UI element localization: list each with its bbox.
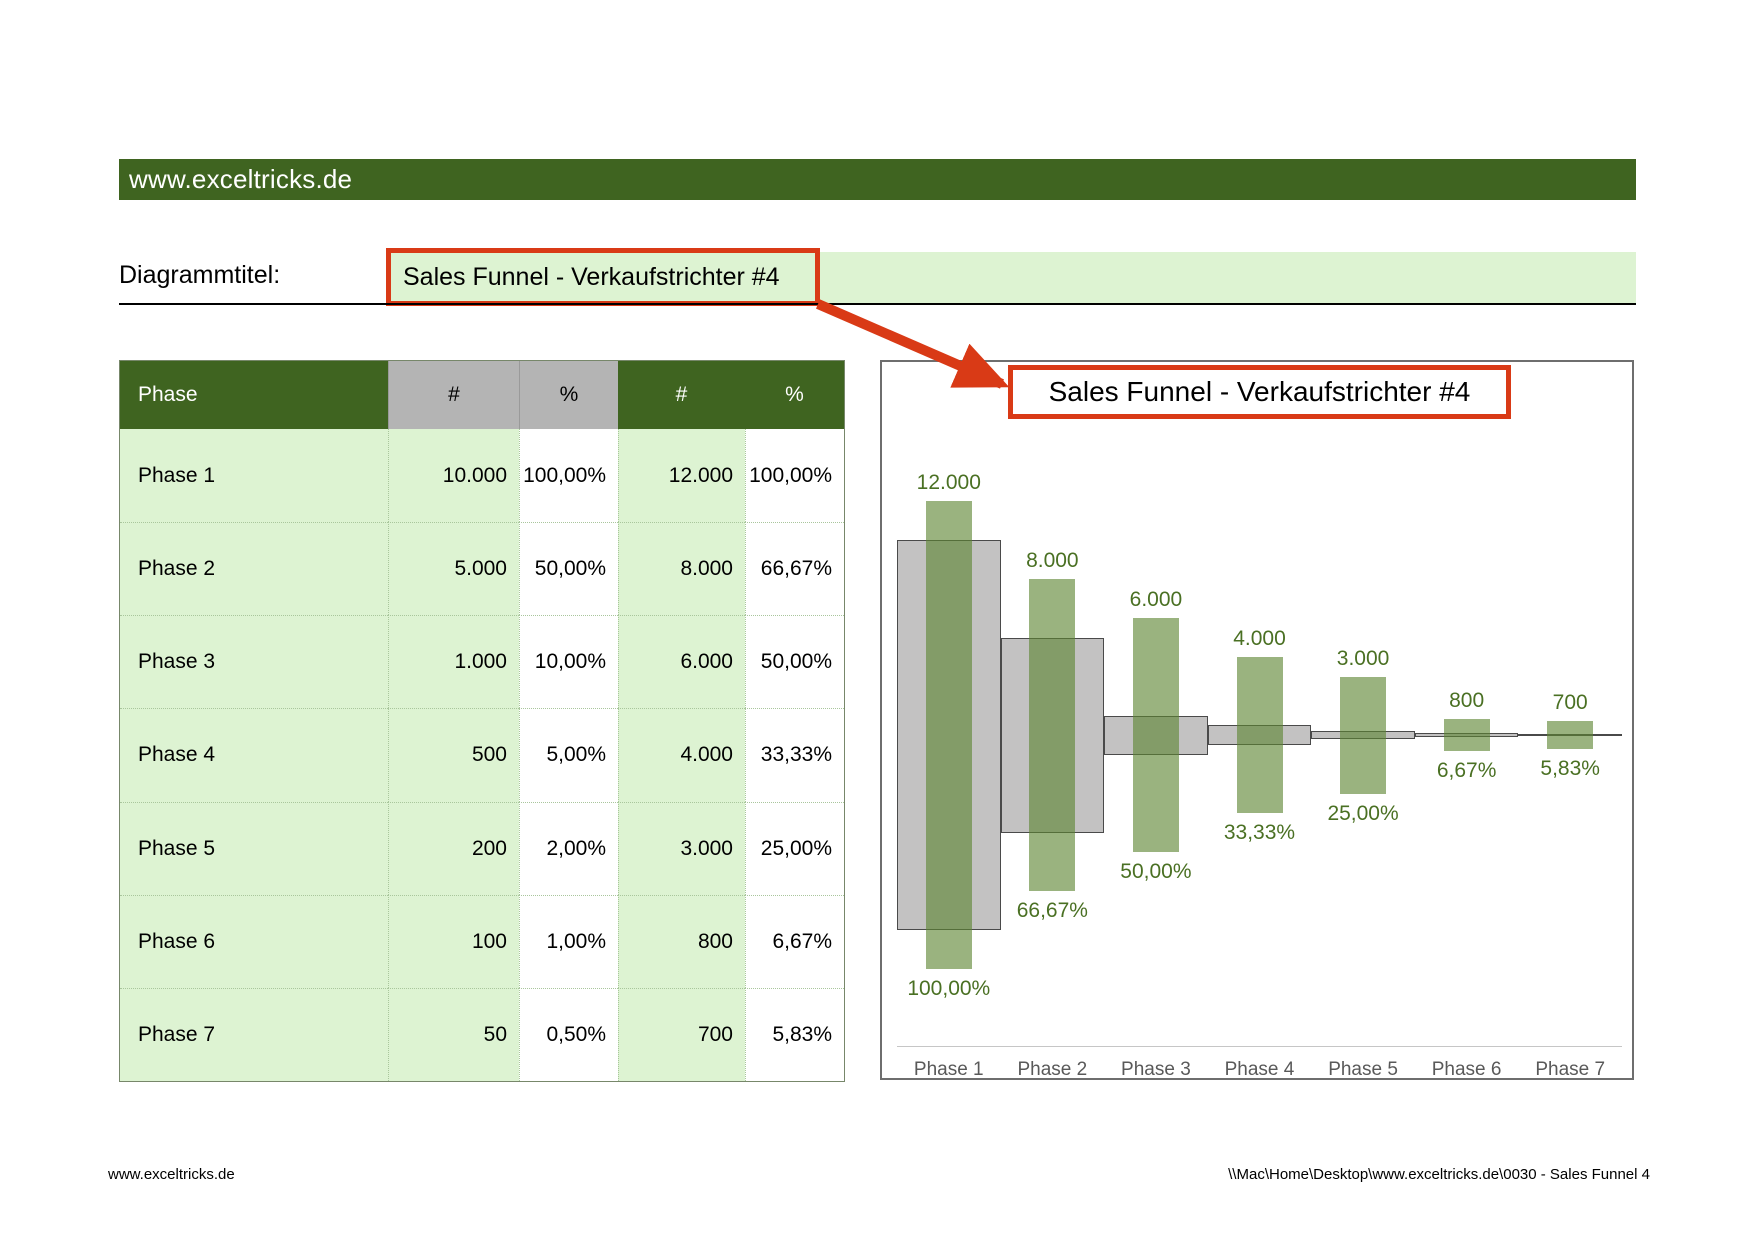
- table-cell[interactable]: 5,00%: [519, 708, 618, 802]
- chart-title-box[interactable]: Sales Funnel - Verkaufstrichter #4: [1008, 365, 1511, 419]
- bar-percent-label: 6,67%: [1436, 758, 1497, 782]
- bar-percent-label: 5,83%: [1540, 756, 1600, 780]
- table-cell[interactable]: 200: [388, 801, 519, 895]
- bar-value-label: 8.000: [1026, 549, 1079, 572]
- x-axis-label: Phase 4: [1224, 1059, 1295, 1080]
- table-header-pct1: %: [519, 361, 618, 429]
- divider-line: [119, 303, 1636, 305]
- table-cell[interactable]: 12.000: [618, 429, 745, 523]
- value-bar: [1236, 657, 1283, 813]
- table-cell[interactable]: 50,00%: [519, 522, 618, 616]
- table-cell[interactable]: 50,00%: [745, 615, 844, 709]
- bar-value-label: 800: [1449, 689, 1485, 713]
- bar-percent-label: 33,33%: [1223, 821, 1296, 844]
- chart-title-value: Sales Funnel - Verkaufstrichter #4: [403, 262, 780, 291]
- x-axis-label: Phase 6: [1431, 1059, 1502, 1080]
- x-axis-label: Phase 1: [913, 1059, 984, 1080]
- table-cell[interactable]: 66,67%: [745, 522, 844, 616]
- header-banner: www.exceltricks.de: [119, 159, 1636, 200]
- table-cell[interactable]: 100,00%: [519, 429, 618, 523]
- data-table: Phase #% #% Phase 1 10.000 100,00% 12.000 100,0…: [119, 360, 845, 1082]
- table-header-phase: Phase: [120, 361, 388, 429]
- footer-left-text: www.exceltricks.de: [108, 1166, 235, 1183]
- x-axis-label: Phase 5: [1328, 1059, 1398, 1080]
- table-cell[interactable]: 800: [618, 894, 745, 988]
- table-cell[interactable]: Phase 6: [120, 894, 388, 988]
- x-axis-label: Phase 2: [1017, 1059, 1088, 1080]
- bar-percent-label: 100,00%: [907, 977, 991, 1000]
- bar-percent-label: 66,67%: [1016, 899, 1088, 922]
- bar-value-label: 6.000: [1129, 588, 1183, 611]
- bar-percent-label: 25,00%: [1327, 801, 1399, 825]
- table-cell[interactable]: 1,00%: [519, 894, 618, 988]
- table-cell[interactable]: Phase 1: [120, 429, 388, 523]
- footer-right-path: \\Mac\Home\Desktop\www.exceltricks.de\00…: [1228, 1166, 1650, 1183]
- table-cell[interactable]: 5.000: [388, 522, 519, 616]
- table-cell[interactable]: 8.000: [618, 522, 745, 616]
- site-title: www.exceltricks.de: [129, 164, 353, 194]
- value-bar: [1547, 721, 1594, 749]
- table-cell[interactable]: 700: [618, 987, 745, 1081]
- table-cell[interactable]: Phase 7: [120, 987, 388, 1081]
- table-header-pct2: %: [745, 361, 844, 429]
- value-bar: [1340, 676, 1387, 794]
- x-axis-label: Phase 3: [1121, 1059, 1191, 1080]
- bar-percent-label: 50,00%: [1120, 860, 1192, 883]
- value-bar: [1029, 579, 1076, 891]
- value-bar: [1132, 618, 1179, 852]
- table-cell[interactable]: 33,33%: [745, 708, 844, 802]
- chart-title-input-cell[interactable]: Sales Funnel - Verkaufstrichter #4: [386, 248, 820, 306]
- table-cell[interactable]: Phase 2: [120, 522, 388, 616]
- bar-value-label: 12.000: [916, 471, 981, 494]
- table-cell[interactable]: 100,00%: [745, 429, 844, 523]
- table-cell[interactable]: 25,00%: [745, 801, 844, 895]
- table-cell[interactable]: Phase 3: [120, 615, 388, 709]
- x-axis-line: [897, 1046, 1622, 1047]
- table-cell[interactable]: 100: [388, 894, 519, 988]
- table-cell[interactable]: 2,00%: [519, 801, 618, 895]
- table-cell[interactable]: 0,50%: [519, 987, 618, 1081]
- funnel-chart[interactable]: 12.000 100,00% Phase 1 8.000 66,67% Phase 2 6.…: [880, 360, 1634, 1080]
- table-cell[interactable]: Phase 4: [120, 708, 388, 802]
- table-header-num2: #: [618, 361, 745, 429]
- bar-value-label: 4.000: [1233, 627, 1286, 650]
- x-axis-label: Phase 7: [1535, 1059, 1606, 1080]
- chart-title-text: Sales Funnel - Verkaufstrichter #4: [1048, 376, 1471, 407]
- table-cell[interactable]: 5,83%: [745, 987, 844, 1081]
- table-header-num1: #: [388, 361, 519, 429]
- bar-value-label: 700: [1552, 691, 1588, 715]
- table-cell[interactable]: 4.000: [618, 708, 745, 802]
- table-cell[interactable]: Phase 5: [120, 801, 388, 895]
- diagram-title-label: Diagrammtitel:: [119, 261, 281, 289]
- value-bar: [1443, 719, 1490, 751]
- table-cell[interactable]: 10,00%: [519, 615, 618, 709]
- funnel-plot: 12.000 100,00% Phase 1 8.000 66,67% Phase 2 6.…: [882, 362, 1632, 1080]
- value-bar: [925, 501, 972, 969]
- table-cell[interactable]: 6.000: [618, 615, 745, 709]
- table-cell[interactable]: 6,67%: [745, 894, 844, 988]
- bar-value-label: 3.000: [1336, 646, 1390, 670]
- table-cell[interactable]: 1.000: [388, 615, 519, 709]
- table-cell[interactable]: 50: [388, 987, 519, 1081]
- table-cell[interactable]: 3.000: [618, 801, 745, 895]
- table-cell[interactable]: 500: [388, 708, 519, 802]
- table-cell[interactable]: 10.000: [388, 429, 519, 523]
